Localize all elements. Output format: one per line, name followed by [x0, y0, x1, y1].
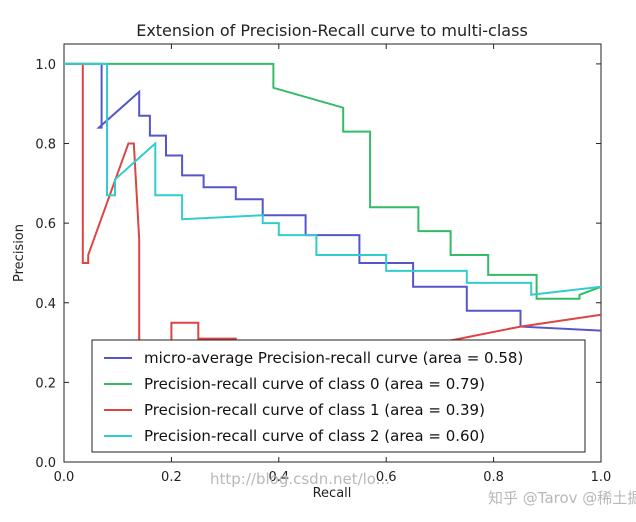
legend-box [91, 339, 586, 453]
x-tick-label: 0.0 [54, 470, 75, 485]
x-axis-label: Recall [313, 486, 352, 501]
series-line-0 [64, 62, 602, 332]
y-axis-label: Precision [12, 224, 27, 282]
x-tick-label: 0.6 [376, 470, 397, 485]
watermark-right: 知乎 @Tarov @稀土掘金技术社区 [488, 489, 636, 507]
y-tick-label: 0.6 [35, 217, 56, 232]
x-tick-label: 1.0 [591, 470, 612, 485]
plot-frame [63, 43, 602, 463]
y-tick-label: 0.8 [35, 138, 56, 153]
chart-title: Extension of Precision-Recall curve to m… [136, 21, 528, 40]
y-tick-label: 1.0 [35, 58, 56, 73]
axis-ticks: 0.0 0.2 0.4 0.6 0.8 1.0 0.0 0.2 0.4 0.6 0.8 1.0 [35, 44, 611, 485]
legend-label-3: Precision-recall curve of class 2 (area … [144, 427, 485, 445]
x-tick-label: 0.2 [161, 470, 182, 485]
series-line-1 [64, 62, 602, 300]
y-tick-label: 0.0 [35, 456, 56, 471]
legend-label-0: micro-average Precision-recall curve (ar… [144, 349, 523, 367]
y-tick-label: 0.2 [35, 376, 56, 391]
series-line-2 [64, 62, 602, 352]
x-tick-label: 0.8 [483, 470, 504, 485]
watermark-left: http://blog.csdn.net/lo... [210, 470, 390, 488]
x-tick-label: 0.4 [268, 470, 289, 485]
legend: micro-average Precision-recall curve (ar… [91, 339, 586, 453]
series-lines [64, 62, 602, 352]
legend-label-2: Precision-recall curve of class 1 (area … [144, 401, 485, 419]
y-tick-label: 0.4 [35, 297, 56, 312]
series-line-3 [64, 62, 602, 296]
legend-label-1: Precision-recall curve of class 0 (area … [144, 375, 485, 393]
